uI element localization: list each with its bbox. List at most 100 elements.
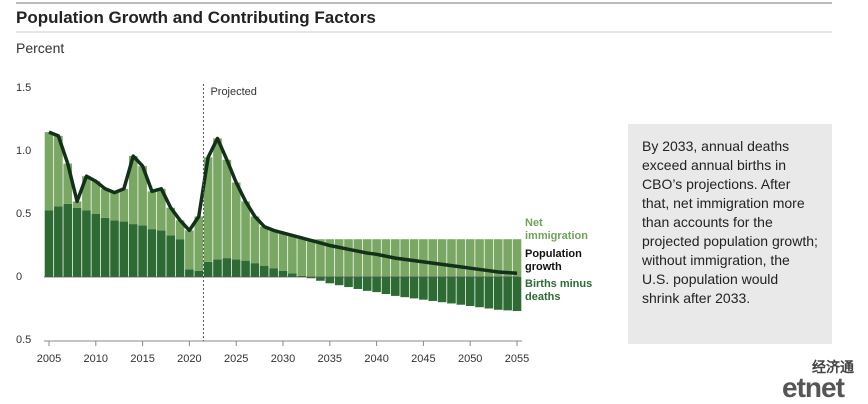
chart-title: Population Growth and Contributing Facto… [16,8,376,27]
bar [362,277,372,291]
bar [250,216,260,264]
bar [493,277,503,310]
bar [353,277,363,289]
bar [512,239,522,277]
watermark-cn: 经济通 [812,359,854,375]
bar [409,277,419,299]
bar [288,235,297,274]
bar [128,224,138,277]
bar [353,239,363,277]
bar [297,275,307,277]
bar [391,277,400,296]
bar [147,191,157,230]
bar [110,220,119,277]
bar [128,156,138,225]
legend-net-immigration: Net immigration [525,217,588,242]
bar [334,239,344,277]
bar [306,239,316,277]
line [48,130,518,275]
bar [465,277,475,306]
bar [241,201,250,261]
bar [278,270,288,277]
bar [316,239,325,277]
bar [231,259,241,277]
bar [419,277,428,300]
bar [503,239,512,277]
bar [241,260,250,277]
bar [54,135,63,207]
bar [419,239,428,277]
bar [194,216,204,271]
x-tick-label: 2025 [224,353,248,365]
bar [231,182,241,260]
bar [372,277,381,293]
bar [381,277,391,295]
bar [119,221,129,277]
bar [166,235,175,277]
legend-population-growth: Population growth [525,248,582,273]
note-box: By 2033, annual deaths exceed annual bir… [628,124,832,344]
x-tick-label: 2010 [84,353,108,365]
bar [447,277,456,304]
x-tick-label: 2045 [411,353,435,365]
bar [147,229,157,277]
bar [63,163,73,204]
x-tick-label: 2020 [177,353,201,365]
bar [456,277,466,305]
bar [381,239,391,277]
bar [465,239,475,277]
bar [456,239,466,277]
bar [175,220,185,240]
bar [157,188,166,231]
bar [278,232,288,271]
bar [119,188,129,222]
watermark: etnet [782,372,845,403]
y-axis-label: Percent [16,40,65,56]
bar [493,239,503,277]
bar [372,239,381,277]
bar [100,217,110,277]
bar [222,258,232,277]
bar [222,159,232,259]
bar [213,259,222,277]
x-tick-label: 2035 [318,353,342,365]
y-tick-label: 0.5 [16,334,31,346]
bar [82,210,91,277]
bar [157,230,166,277]
y-tick-label: 1.0 [16,145,31,157]
bar [72,207,82,277]
bar [269,230,278,269]
bar [138,225,147,277]
bar [166,207,175,236]
bar [44,210,54,277]
bar [428,277,438,301]
bar [437,277,447,303]
x-tick-label: 2005 [37,353,61,365]
bar [72,201,82,208]
bar [203,157,213,262]
bar [185,230,194,270]
x-tick-label: 2055 [505,353,529,365]
bar [437,239,447,277]
bar [82,176,91,211]
bar [400,277,409,298]
bar [325,239,335,277]
bar [344,277,353,288]
bar [54,206,63,277]
bar [91,181,101,214]
projection-label: Projected [210,86,256,98]
bar [269,268,278,277]
bar [316,277,325,281]
bar [288,273,297,277]
bar [175,239,185,277]
bar [447,239,456,277]
bar [297,237,307,276]
y-tick-label: 0 [16,271,22,283]
bar [428,239,438,277]
x-tick-label: 2050 [458,353,482,365]
bar [203,261,213,277]
bar [259,265,269,277]
bar [475,239,484,277]
